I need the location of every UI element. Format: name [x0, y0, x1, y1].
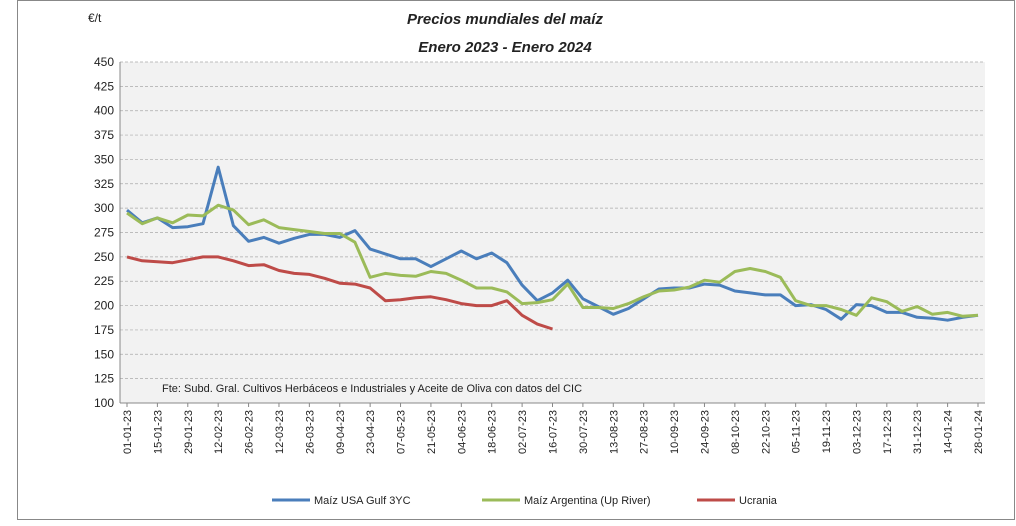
y-tick-label: 375 [94, 128, 114, 142]
x-tick-label: 26-03-23 [304, 410, 316, 454]
x-tick-label: 31-12-23 [912, 410, 924, 454]
x-tick-label: 02-07-23 [517, 410, 529, 454]
x-tick-label: 16-07-23 [548, 410, 560, 454]
y-tick-label: 100 [94, 396, 114, 410]
source-note: Fte: Subd. Gral. Cultivos Herbáceos e In… [162, 383, 582, 395]
chart-title: Precios mundiales del maíz [407, 11, 603, 28]
series-line [126, 203, 979, 318]
x-tick-label: 12-03-23 [274, 410, 286, 454]
x-tick-label: 09-04-23 [335, 410, 347, 454]
x-tick-label: 19-11-23 [821, 410, 833, 453]
y-tick-label: 200 [94, 299, 114, 313]
x-tick-label: 22-10-23 [760, 410, 772, 454]
legend-label: Ucrania [739, 495, 778, 507]
y-tick-label: 300 [94, 201, 114, 215]
x-tick-label: 28-01-24 [973, 410, 985, 454]
x-tick-label: 10-09-23 [669, 410, 681, 454]
x-tick-label: 24-09-23 [699, 410, 711, 454]
y-tick-label: 400 [94, 104, 114, 118]
y-tick-label: 425 [94, 79, 114, 93]
x-tick-label: 08-10-23 [730, 410, 742, 454]
legend-label: Maíz Argentina (Up River) [524, 495, 651, 507]
y-tick-label: 225 [94, 274, 114, 288]
x-tick-label: 04-06-23 [456, 410, 468, 454]
x-tick-label: 05-11-23 [791, 410, 803, 453]
x-tick-label: 15-01-23 [152, 410, 164, 454]
chart-subtitle: Enero 2023 - Enero 2024 [418, 39, 592, 56]
x-tick-label: 01-01-23 [122, 410, 134, 454]
y-tick-label: 125 [94, 372, 114, 386]
x-tick-label: 18-06-23 [487, 410, 499, 454]
series-line [126, 255, 553, 331]
legend-label: Maíz USA Gulf 3YC [314, 495, 411, 507]
y-tick-label: 175 [94, 323, 114, 337]
x-tick-label: 21-05-23 [426, 410, 438, 454]
y-tick-label: 325 [94, 177, 114, 191]
x-tick-label: 12-02-23 [213, 410, 225, 454]
y-tick-label: 350 [94, 152, 114, 166]
x-tick-label: 07-05-23 [396, 410, 408, 454]
x-tick-label: 14-01-24 [943, 410, 955, 454]
y-tick-label: 275 [94, 226, 114, 240]
series-line [126, 165, 979, 322]
x-tick-label: 17-12-23 [882, 410, 894, 454]
x-tick-label: 30-07-23 [578, 410, 590, 454]
x-tick-label: 23-04-23 [365, 410, 377, 454]
y-tick-label: 150 [94, 347, 114, 361]
x-tick-label: 26-02-23 [244, 410, 256, 454]
x-tick-label: 13-08-23 [608, 410, 620, 454]
x-tick-label: 27-08-23 [639, 410, 651, 454]
x-tick-label: 29-01-23 [183, 410, 195, 454]
x-tick-label: 03-12-23 [851, 410, 863, 454]
y-tick-label: 250 [94, 250, 114, 264]
y-tick-label: 450 [94, 55, 114, 69]
y-axis-label: €/t [88, 11, 102, 25]
